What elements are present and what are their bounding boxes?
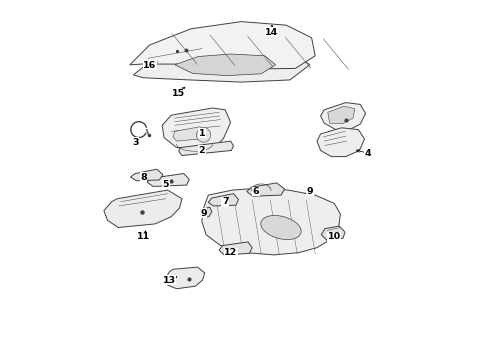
Polygon shape xyxy=(200,207,212,217)
Polygon shape xyxy=(247,183,285,196)
Text: 5: 5 xyxy=(163,180,169,189)
Circle shape xyxy=(196,128,211,142)
Text: 13: 13 xyxy=(163,276,176,284)
Text: 3: 3 xyxy=(132,138,139,147)
Text: 14: 14 xyxy=(266,28,279,37)
Polygon shape xyxy=(133,45,310,82)
Polygon shape xyxy=(147,174,189,186)
Ellipse shape xyxy=(261,216,301,239)
Text: 9: 9 xyxy=(200,209,207,217)
Polygon shape xyxy=(208,194,239,206)
Text: 7: 7 xyxy=(222,197,228,206)
Polygon shape xyxy=(175,54,275,76)
Text: 11: 11 xyxy=(137,233,150,242)
Text: 12: 12 xyxy=(224,248,237,257)
Polygon shape xyxy=(162,108,231,148)
Text: 6: 6 xyxy=(252,187,259,196)
Text: 8: 8 xyxy=(140,173,147,182)
Polygon shape xyxy=(130,22,315,69)
Polygon shape xyxy=(202,188,341,255)
Polygon shape xyxy=(104,190,182,228)
Text: 10: 10 xyxy=(328,233,341,242)
Polygon shape xyxy=(179,141,233,156)
Polygon shape xyxy=(328,106,355,124)
Polygon shape xyxy=(130,169,163,181)
Polygon shape xyxy=(320,103,366,130)
Polygon shape xyxy=(317,128,365,157)
Text: 16: 16 xyxy=(143,61,156,70)
Polygon shape xyxy=(166,267,205,289)
Polygon shape xyxy=(173,127,206,141)
Text: 4: 4 xyxy=(364,149,371,158)
Text: 2: 2 xyxy=(198,146,205,155)
Text: 1: 1 xyxy=(198,129,205,138)
Text: 9: 9 xyxy=(306,187,313,196)
Text: 15: 15 xyxy=(172,89,185,98)
Polygon shape xyxy=(321,226,345,240)
Polygon shape xyxy=(219,242,252,255)
